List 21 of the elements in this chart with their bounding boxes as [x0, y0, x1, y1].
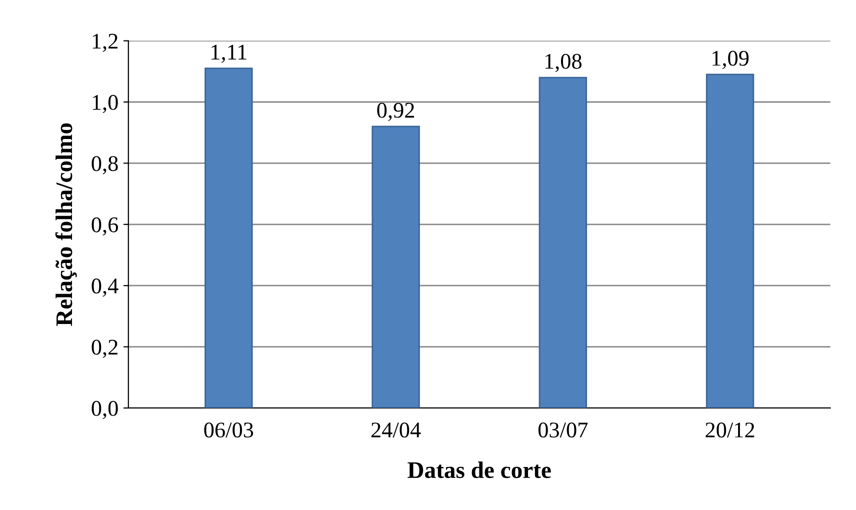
y-tick-label: 0,2 [92, 340, 118, 358]
x-tick-label: 06/03 [204, 422, 254, 438]
x-tick-label: 24/04 [371, 422, 421, 438]
y-tick-label: 0,0 [92, 400, 118, 420]
x-tick-label: 20/12 [706, 422, 754, 438]
data-label: 1,09 [712, 50, 749, 69]
bar [204, 68, 253, 408]
bar [372, 126, 420, 408]
data-label: 1,11 [212, 44, 246, 63]
y-axis-title: Relação folha/colmo [55, 123, 77, 326]
y-tick-label: 0,4 [92, 278, 118, 297]
x-tick-label: 03/07 [538, 422, 588, 438]
data-label: 0,92 [377, 102, 414, 121]
y-tick-label: 0,8 [92, 156, 118, 174]
y-tick-label: 1,2 [92, 34, 118, 52]
bar [538, 76, 588, 408]
bar [706, 74, 754, 408]
y-tick-label: 0,6 [92, 217, 118, 236]
data-label: 1,08 [545, 54, 582, 72]
y-tick-label: 1,0 [92, 94, 118, 114]
x-axis-title: Datas de corte [408, 461, 551, 478]
